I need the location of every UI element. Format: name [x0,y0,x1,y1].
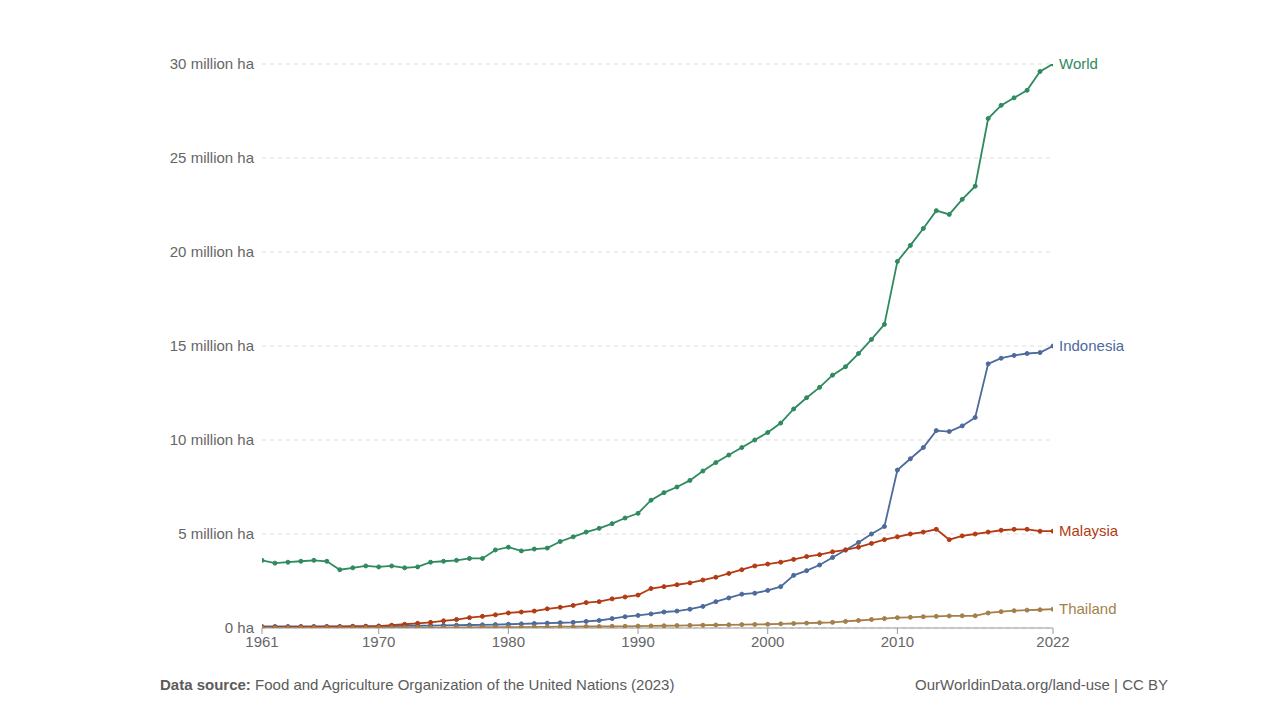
svg-text:Indonesia: Indonesia [1059,337,1125,354]
svg-text:Malaysia: Malaysia [1059,522,1119,539]
svg-text:0 ha: 0 ha [225,619,255,636]
svg-text:2010: 2010 [881,633,914,650]
svg-text:1970: 1970 [362,633,395,650]
html-text:Data source: Food and Agricult: Data source: Food and Agriculture Organi… [160,676,675,693]
svg-text:1990: 1990 [621,633,654,650]
svg-text:Thailand: Thailand [1059,600,1117,617]
svg-text:20 million ha: 20 million ha [170,243,255,260]
svg-text:World: World [1059,55,1098,72]
svg-text:2000: 2000 [751,633,784,650]
html-text:OurWorldinData.org/land-use |: OurWorldinData.org/land-use | CC BY [915,676,1168,693]
svg-text:10 million ha: 10 million ha [170,431,255,448]
svg-text:25 million ha: 25 million ha [170,149,255,166]
svg-text:30 million ha: 30 million ha [170,55,255,72]
svg-text:5 million ha: 5 million ha [178,525,255,542]
svg-text:2022: 2022 [1036,633,1069,650]
svg-text:15 million ha: 15 million ha [170,337,255,354]
svg-text:1980: 1980 [492,633,525,650]
svg-text:1961: 1961 [245,632,279,650]
